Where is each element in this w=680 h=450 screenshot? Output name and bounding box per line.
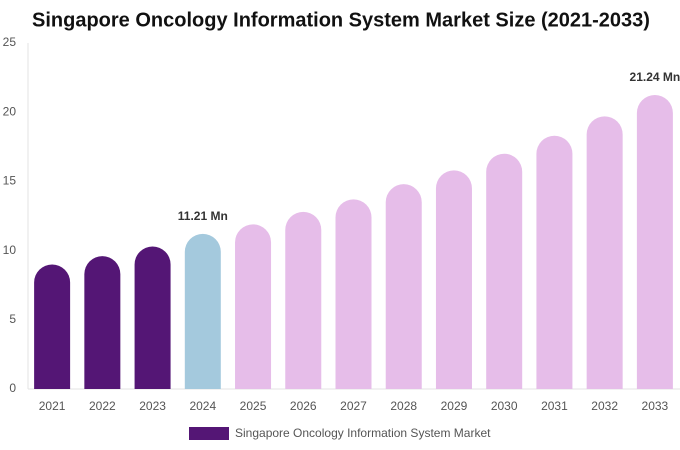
bar: [536, 135, 573, 389]
bar: [435, 170, 472, 389]
bar: [385, 184, 422, 389]
bar: [134, 246, 171, 389]
y-tick-label: 25: [3, 35, 17, 49]
y-tick-label: 5: [9, 312, 16, 326]
data-label: 11.21 Mn: [178, 209, 228, 223]
x-tick-label: 2027: [340, 399, 367, 413]
x-tick-label: 2032: [591, 399, 618, 413]
x-tick-label: 2024: [189, 399, 216, 413]
x-tick-label: 2031: [541, 399, 568, 413]
y-tick-label: 0: [9, 381, 16, 395]
bar: [235, 224, 272, 389]
y-tick-label: 10: [3, 243, 17, 257]
bar: [486, 153, 523, 389]
x-tick-label: 2026: [290, 399, 317, 413]
bar: [335, 199, 372, 389]
bar: [34, 264, 71, 389]
bar: [586, 116, 623, 390]
x-tick-label: 2033: [642, 399, 669, 413]
bar: [84, 256, 121, 389]
x-tick-label: 2025: [240, 399, 267, 413]
x-tick-label: 2029: [441, 399, 468, 413]
data-label: 21.24 Mn: [630, 70, 680, 84]
legend-label: Singapore Oncology Information System Ma…: [235, 426, 491, 440]
x-tick-label: 2023: [139, 399, 166, 413]
x-tick-label: 2021: [39, 399, 66, 413]
x-tick-label: 2022: [89, 399, 116, 413]
legend-swatch: [189, 427, 229, 440]
bar: [636, 95, 673, 390]
x-tick-label: 2028: [390, 399, 417, 413]
chart-title: Singapore Oncology Information System Ma…: [32, 9, 650, 31]
y-tick-label: 20: [3, 104, 17, 118]
bar: [184, 233, 221, 389]
y-tick-label: 15: [3, 174, 17, 188]
x-tick-label: 2030: [491, 399, 518, 413]
bar: [285, 211, 322, 389]
